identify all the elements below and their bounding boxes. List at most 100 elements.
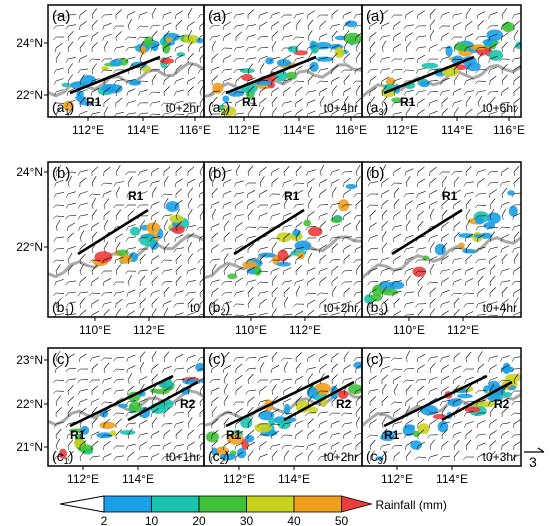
wind-barb-tail bbox=[257, 292, 261, 297]
wind-barb-tail bbox=[113, 281, 117, 286]
wind-barb-tail bbox=[113, 390, 117, 395]
wind-barb bbox=[163, 75, 171, 82]
wind-barb bbox=[151, 363, 159, 370]
wind-barb bbox=[163, 307, 169, 316]
wind-barb bbox=[139, 351, 146, 359]
wind-barb bbox=[501, 253, 508, 261]
row-label: (c) bbox=[366, 351, 384, 368]
rainfall-cell bbox=[311, 48, 318, 54]
wind-barb-tail bbox=[381, 102, 383, 107]
wind-barb-tail bbox=[66, 226, 69, 231]
wind-barb bbox=[405, 41, 412, 49]
wind-barb-tail bbox=[115, 193, 118, 198]
wind-barb-tail bbox=[102, 379, 105, 384]
wind-barb bbox=[381, 384, 387, 392]
wind-barb-tail bbox=[474, 80, 479, 84]
wind-barb bbox=[151, 255, 159, 261]
wind-barb-tail bbox=[55, 434, 57, 440]
wind-barb-tail bbox=[78, 113, 81, 117]
wind-barb bbox=[187, 267, 196, 272]
wind-barb bbox=[369, 12, 378, 16]
wind-barb bbox=[163, 214, 172, 217]
rainfall-cell bbox=[486, 38, 493, 47]
wind-barb-tail bbox=[381, 47, 384, 52]
wind-barb bbox=[163, 176, 169, 184]
wind-barb-tail bbox=[475, 401, 479, 406]
wind-barb bbox=[67, 353, 75, 359]
wind-barb bbox=[501, 102, 511, 104]
rainfall-cell bbox=[165, 201, 180, 212]
wind-barb bbox=[127, 100, 136, 104]
wind-barb bbox=[489, 231, 496, 239]
wind-barb-tail bbox=[452, 368, 455, 373]
wind-barb bbox=[381, 40, 387, 49]
rainband-line bbox=[283, 380, 355, 422]
rainfall-cell bbox=[222, 95, 230, 103]
wind-barb-tail bbox=[475, 47, 479, 52]
wind-barb-tail bbox=[79, 357, 81, 363]
wind-barb bbox=[489, 208, 495, 217]
wind-barb-tail bbox=[391, 248, 395, 253]
wind-barb bbox=[91, 363, 99, 370]
wind-barb bbox=[489, 66, 498, 71]
wind-barb bbox=[453, 292, 463, 294]
wind-barb bbox=[307, 186, 313, 195]
wind-barb-tail bbox=[488, 58, 491, 63]
rainfall-cell bbox=[501, 21, 515, 33]
wind-barb bbox=[223, 383, 228, 392]
wind-barb bbox=[295, 190, 304, 195]
wind-barb bbox=[307, 299, 316, 305]
wind-barb bbox=[67, 378, 76, 381]
wind-barb-tail bbox=[392, 80, 395, 85]
wind-barb bbox=[187, 298, 194, 305]
wind-barb bbox=[139, 432, 148, 436]
wind-barb bbox=[319, 20, 327, 27]
wind-barb bbox=[163, 269, 172, 272]
wind-barb bbox=[393, 375, 402, 381]
wind-barb-tail bbox=[476, 445, 479, 450]
wind-barb bbox=[513, 65, 521, 71]
wind-barb-tail bbox=[463, 368, 467, 373]
rainfall-cell bbox=[308, 226, 323, 237]
wind-barb-tail bbox=[247, 379, 249, 385]
x-tick-label: 110°E bbox=[235, 323, 267, 337]
wind-barb-tail bbox=[223, 423, 225, 428]
wind-barb-tail bbox=[453, 303, 455, 309]
wind-barb-tail bbox=[258, 412, 261, 417]
wind-barb-tail bbox=[211, 456, 213, 461]
wind-barb bbox=[175, 178, 183, 184]
wind-barb-tail bbox=[381, 434, 383, 440]
wind-barb bbox=[319, 234, 328, 239]
sub-label-close: ) bbox=[69, 448, 74, 464]
wind-barb-tail bbox=[223, 226, 225, 231]
wind-barb bbox=[139, 308, 145, 316]
wind-barb bbox=[223, 395, 229, 403]
wind-barb-tail bbox=[294, 379, 297, 384]
wind-barb-tail bbox=[428, 47, 431, 52]
wind-barb bbox=[175, 166, 183, 173]
wind-barb bbox=[405, 235, 414, 239]
wind-barb-tail bbox=[79, 434, 81, 440]
wind-barb-tail bbox=[125, 248, 129, 253]
wind-barb-tail bbox=[488, 69, 491, 74]
wind-barb-tail bbox=[151, 80, 154, 85]
wind-barb bbox=[271, 378, 281, 381]
rainband-label: R1 bbox=[226, 428, 242, 442]
wind-barb bbox=[151, 298, 158, 305]
wind-barb bbox=[441, 209, 448, 217]
colorbar-left-cap bbox=[59, 495, 105, 513]
wind-barb-tail bbox=[405, 215, 408, 220]
wind-barb-tail bbox=[174, 80, 177, 85]
wind-barb-tail bbox=[282, 58, 285, 63]
wind-barb-tail bbox=[331, 36, 333, 42]
wind-barb bbox=[55, 236, 64, 239]
x-tick-label: 116°E bbox=[335, 123, 367, 137]
wind-barb bbox=[417, 308, 424, 316]
wind-barb-tail bbox=[163, 182, 166, 187]
rainband-line bbox=[233, 208, 305, 256]
wind-barb bbox=[55, 179, 64, 184]
x-tick-label: 112°E bbox=[133, 323, 165, 337]
wind-barb bbox=[223, 220, 230, 228]
wind-barb-tail bbox=[162, 368, 165, 373]
rainfall-cell bbox=[253, 266, 262, 276]
